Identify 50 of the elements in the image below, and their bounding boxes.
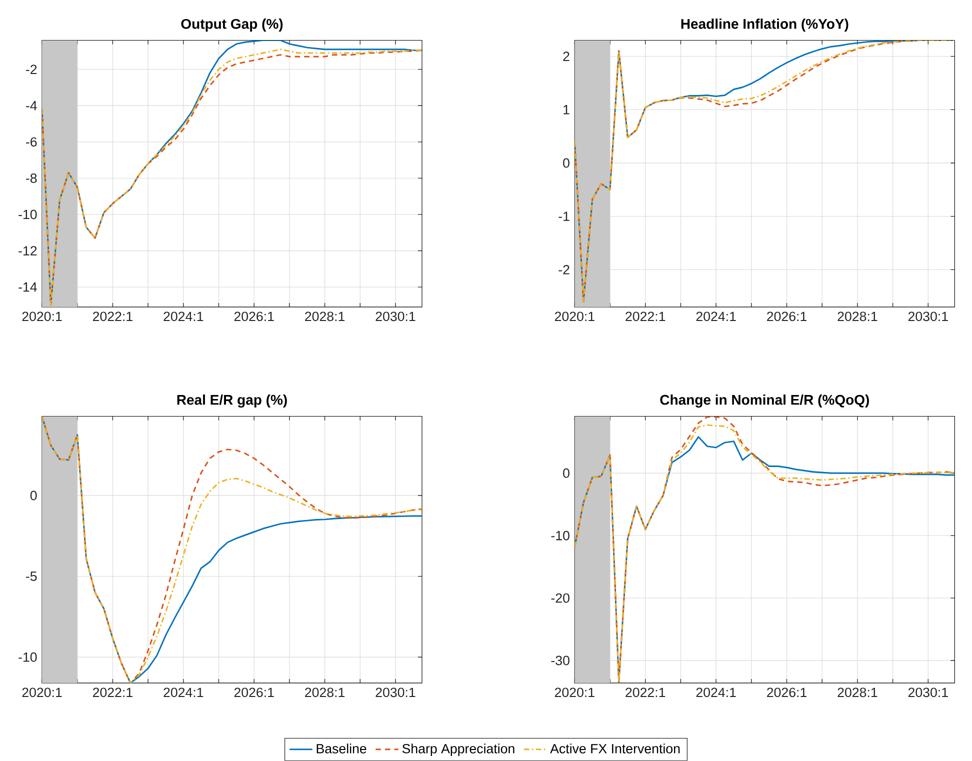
y-tick-label: 0	[563, 158, 570, 168]
y-tick-label: -30	[551, 656, 570, 666]
x-tick-label: 2020:1	[22, 688, 62, 698]
x-tick-label: 2028:1	[838, 312, 878, 322]
x-tick-label: 2020:1	[22, 312, 62, 322]
y-tick-label: 1	[564, 105, 570, 114]
y-tick-label: -8	[26, 174, 37, 183]
y-tick-label: -2	[26, 64, 37, 74]
x-tick-label: 2028:1	[305, 312, 345, 322]
x-tick-label: 2024:1	[696, 312, 736, 322]
y-tick-label: -5	[26, 572, 37, 582]
y-tick-label: -10	[551, 530, 570, 540]
y-tick-label: -10	[18, 210, 37, 220]
chart-title: Headline Inflation (%YoY)	[681, 18, 848, 32]
y-tick-label: -12	[18, 246, 37, 256]
y-tick-label: -14	[18, 282, 37, 292]
x-tick-label: 2026:1	[234, 688, 274, 698]
x-tick-label: 2022:1	[626, 688, 666, 698]
x-tick-label: 2024:1	[164, 312, 204, 322]
y-tick-label: 2	[563, 52, 570, 62]
legend-label: Sharp Appreciation	[402, 744, 514, 756]
x-tick-label: 2026:1	[234, 312, 274, 322]
x-tick-label: 2022:1	[92, 688, 132, 698]
x-tick-label: 2024:1	[696, 688, 736, 698]
x-tick-label: 2026:1	[767, 688, 806, 698]
legend-label: Baseline	[316, 744, 366, 754]
x-tick-label: 2030:1	[376, 688, 416, 698]
legend-label: Active FX Intervention	[550, 744, 680, 754]
y-tick-label: -10	[18, 652, 37, 662]
y-tick-label: 0	[563, 468, 570, 478]
y-tick-label: -4	[26, 101, 37, 110]
chart-title: Output Gap (%)	[181, 18, 283, 32]
y-tick-label: -2	[558, 265, 570, 274]
chart-title: Change in Nominal E/R (%QoQ)	[660, 394, 869, 408]
chart-title: Real E/R gap (%)	[177, 394, 287, 408]
x-tick-label: 2026:1	[767, 312, 807, 322]
x-tick-label: 2024:1	[164, 688, 204, 698]
x-tick-label: 2028:1	[305, 688, 345, 698]
x-tick-label: 2020:1	[554, 688, 594, 698]
x-tick-label: 2030:1	[908, 688, 948, 698]
y-tick-label: 0	[30, 490, 37, 500]
x-tick-label: 2022:1	[92, 312, 132, 322]
x-tick-label: 2030:1	[376, 312, 416, 322]
x-tick-label: 2030:1	[908, 312, 948, 322]
x-tick-label: 2020:1	[554, 312, 594, 322]
y-tick-label: -6	[26, 137, 37, 147]
y-tick-label: -1	[558, 212, 570, 221]
x-tick-label: 2028:1	[838, 688, 878, 698]
x-tick-label: 2022:1	[626, 312, 666, 322]
y-tick-label: -20	[551, 593, 570, 603]
